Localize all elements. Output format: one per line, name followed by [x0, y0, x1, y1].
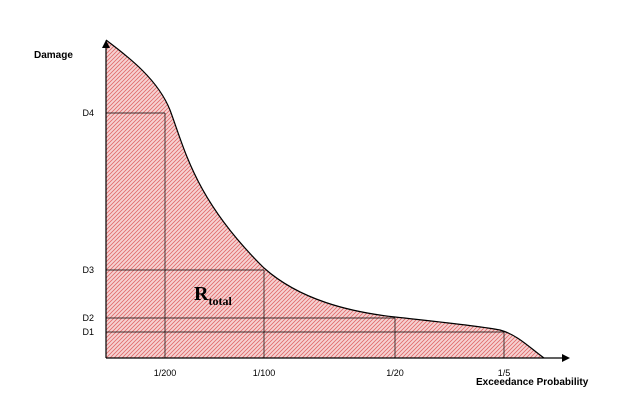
- y-axis-arrowhead: [102, 40, 110, 48]
- x-tick-label: 1/200: [154, 368, 177, 378]
- x-axis-arrowhead: [562, 354, 570, 362]
- r-total-main: R: [194, 283, 209, 305]
- y-tick-label: D2: [82, 313, 94, 323]
- risk-area-layer: [105, 39, 545, 359]
- y-tick-label: D1: [82, 327, 94, 337]
- x-tick-label: 1/100: [253, 368, 276, 378]
- damage-curve-line: [105, 39, 545, 359]
- guide-lines-layer: [106, 112, 505, 358]
- x-tick-label: 1/20: [386, 368, 404, 378]
- tick-labels-layer: 1/200 1/100 1/20 1/5 D1 D2 D3 D4: [82, 108, 510, 378]
- y-tick-label: D3: [82, 265, 94, 275]
- x-tick-label: 1/5: [498, 368, 511, 378]
- risk-area: [106, 40, 544, 358]
- axes-layer: [102, 40, 570, 362]
- x-axis-title: Exceedance Probability: [476, 377, 589, 388]
- y-tick-label: D4: [82, 108, 94, 118]
- y-axis-title: Damage: [34, 50, 73, 61]
- r-total-annotation: Rtotal: [194, 283, 232, 308]
- r-total-subscript: total: [208, 294, 232, 308]
